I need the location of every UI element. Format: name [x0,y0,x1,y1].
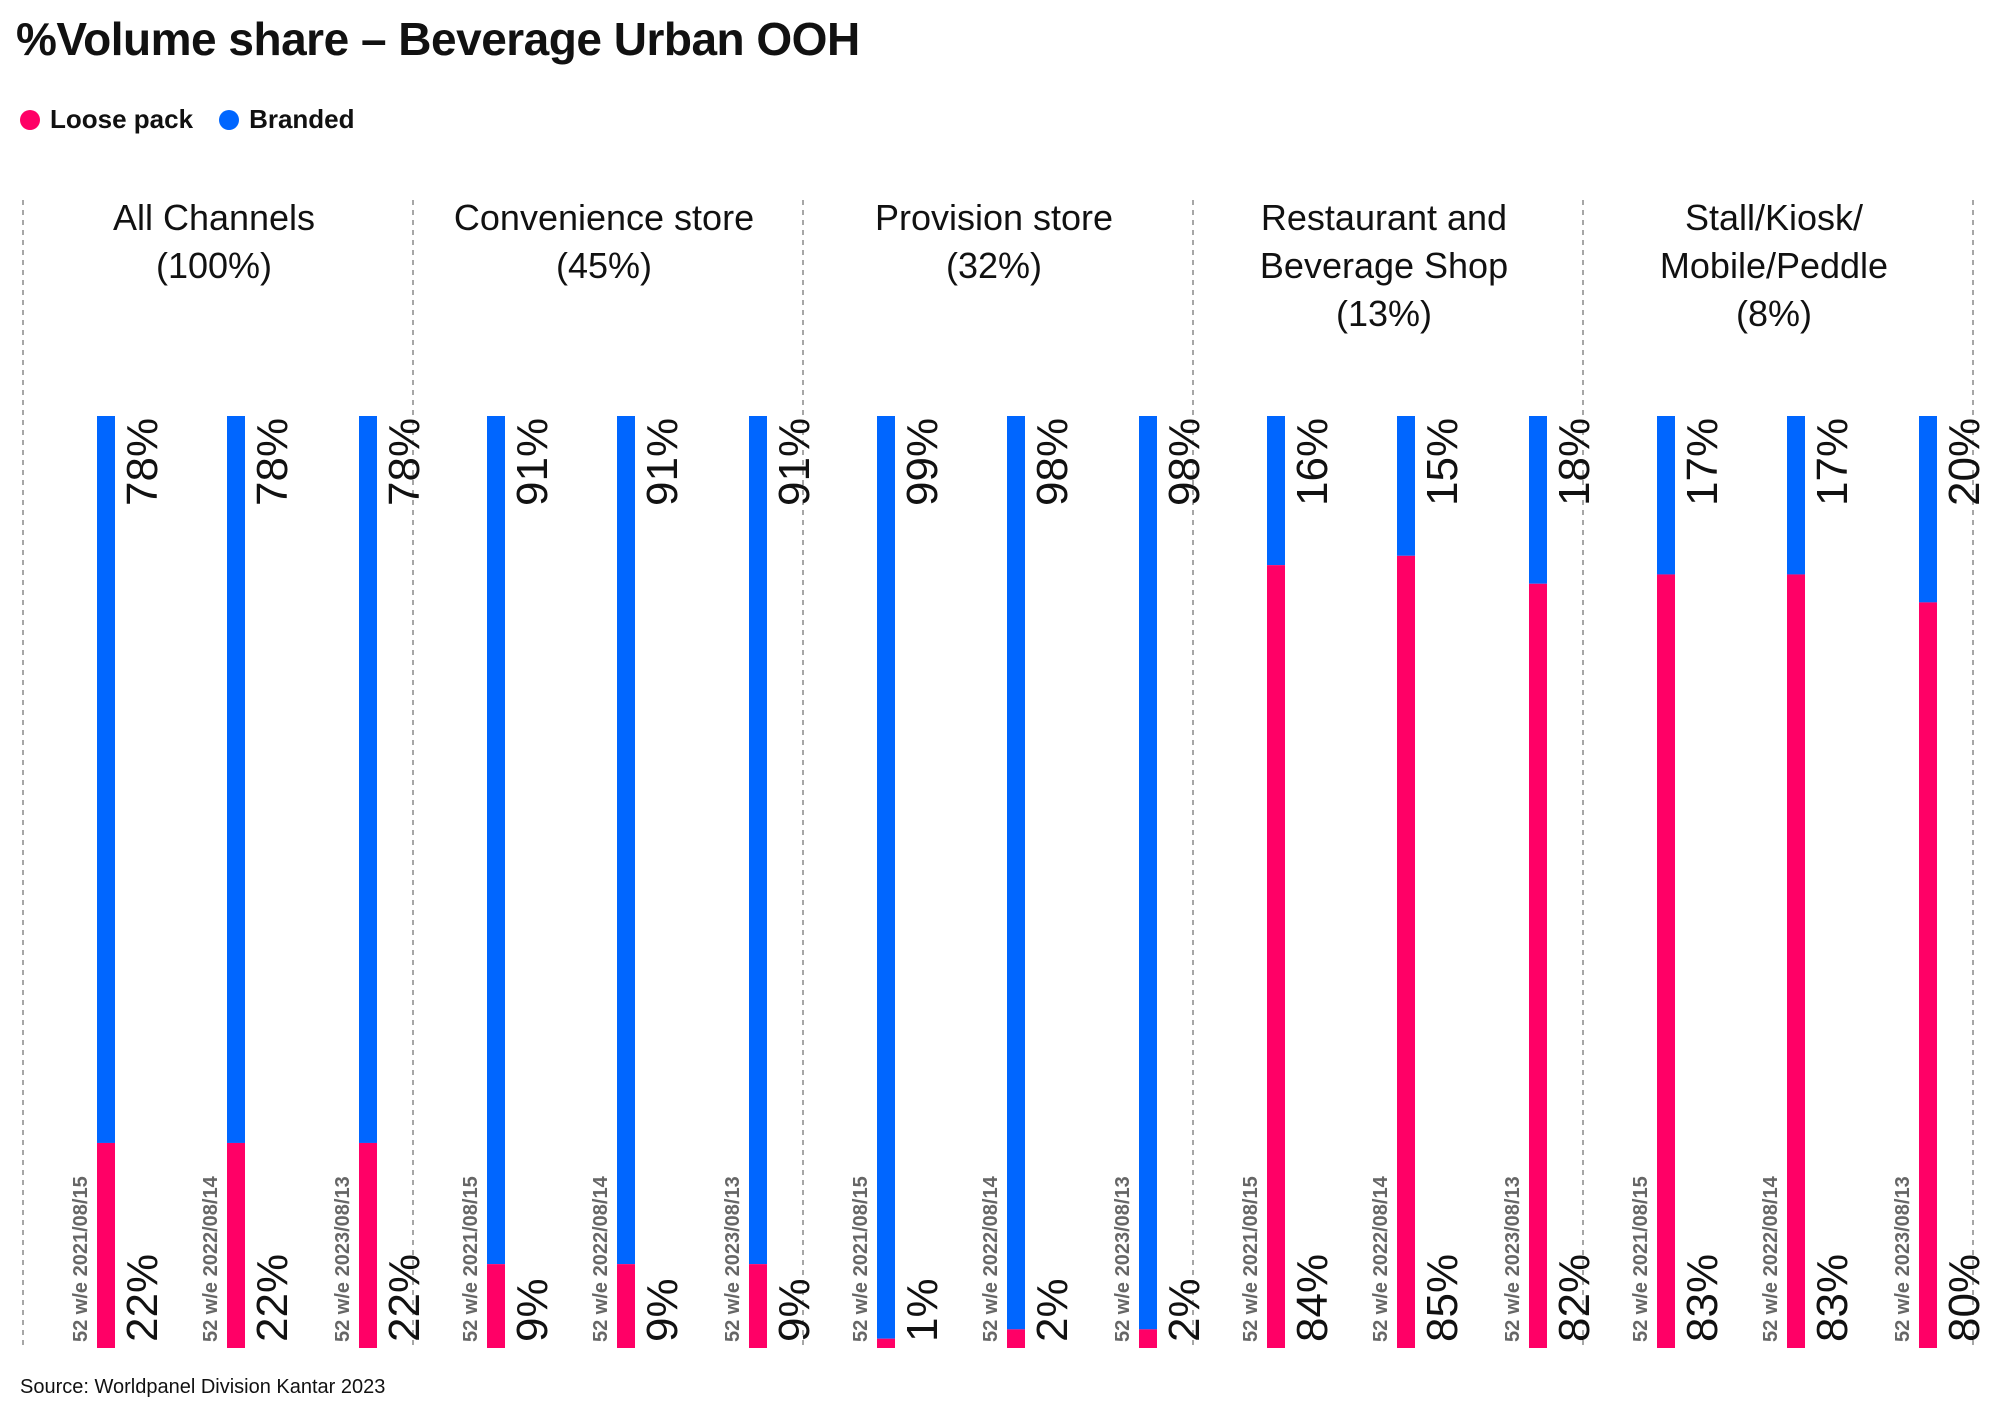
bar-segment-loose [1657,574,1675,1348]
data-label-loose: 84% [1288,1254,1337,1342]
data-label-branded: 98% [1028,418,1077,506]
data-label-branded: 78% [248,418,297,506]
data-label-loose: 2% [1028,1278,1077,1342]
bar-segment-loose [487,1264,505,1348]
bar-segment-branded [97,416,115,1143]
bar-segment-branded [1139,416,1157,1330]
data-label-branded: 98% [1160,418,1209,506]
chart-title: %Volume share – Beverage Urban OOH [16,13,860,65]
data-label-branded: 17% [1808,418,1857,506]
panel-title: (32%) [946,245,1042,286]
legend: Loose pack Branded [20,104,355,135]
legend-label-loose-pack: Loose pack [50,104,194,134]
bar-segment-loose [617,1264,635,1348]
bar-segment-branded [1397,416,1415,556]
bar-segment-loose [1529,583,1547,1348]
panel-title: Provision store [875,197,1113,238]
bar-segment-loose [749,1264,767,1348]
period-label: 52 w/e 2023/08/13 [722,1176,744,1342]
period-label: 52 w/e 2022/08/14 [1760,1175,1782,1342]
branded-swatch [219,109,240,130]
data-label-branded: 78% [380,418,429,506]
data-label-branded: 20% [1940,418,1989,506]
bar-segment-loose [1267,565,1285,1348]
panel-title: Beverage Shop [1260,245,1508,286]
legend-label-branded: Branded [249,104,355,134]
bar-segment-branded [1657,416,1675,575]
bar-segment-loose [1139,1329,1157,1348]
data-label-loose: 82% [1550,1254,1599,1342]
bar-segment-loose [1787,574,1805,1348]
panel-title: (8%) [1736,293,1812,334]
data-label-branded: 18% [1550,418,1599,506]
period-label: 52 w/e 2023/08/13 [1112,1176,1134,1342]
bar-segment-branded [1529,416,1547,584]
period-label: 52 w/e 2023/08/13 [1892,1176,1914,1342]
bar-segment-branded [1007,416,1025,1330]
data-label-branded: 91% [638,418,687,506]
period-label: 52 w/e 2022/08/14 [980,1175,1002,1342]
bar-segment-branded [487,416,505,1265]
period-label: 52 w/e 2021/08/15 [850,1176,872,1342]
data-label-loose: 83% [1808,1254,1857,1342]
data-label-loose: 1% [898,1278,947,1342]
period-label: 52 w/e 2022/08/14 [590,1175,612,1342]
period-label: 52 w/e 2021/08/15 [460,1176,482,1342]
bar-segment-loose [1007,1329,1025,1348]
panel-title: All Channels [113,197,315,238]
data-label-loose: 9% [770,1278,819,1342]
bar-segment-loose [97,1142,115,1348]
source-note: Source: Worldpanel Division Kantar 2023 [20,1376,386,1398]
data-label-loose: 85% [1418,1254,1467,1342]
bar-segment-branded [877,416,895,1339]
bar-segment-loose [359,1142,377,1348]
data-label-branded: 17% [1678,418,1727,506]
data-label-loose: 9% [508,1278,557,1342]
period-label: 52 w/e 2022/08/14 [200,1175,222,1342]
period-label: 52 w/e 2022/08/14 [1370,1175,1392,1342]
data-label-branded: 16% [1288,418,1337,506]
bar-segment-branded [227,416,245,1143]
data-label-branded: 91% [770,418,819,506]
data-label-loose: 22% [118,1254,167,1342]
data-label-branded: 91% [508,418,557,506]
bar-segment-branded [749,416,767,1265]
bar-segment-branded [1787,416,1805,575]
bar-segment-branded [359,416,377,1143]
loose-pack-swatch [20,109,40,130]
panel-title: Mobile/Peddle [1660,245,1888,286]
period-label: 52 w/e 2021/08/15 [1240,1176,1262,1342]
period-label: 52 w/e 2023/08/13 [1502,1176,1524,1342]
legend-item-branded: Branded [219,104,355,135]
data-label-loose: 83% [1678,1254,1727,1342]
period-label: 52 w/e 2021/08/15 [70,1176,92,1342]
bar-segment-branded [1267,416,1285,566]
panel-title: Stall/Kiosk/ [1685,197,1863,238]
legend-item-loose-pack: Loose pack [20,104,193,135]
data-label-branded: 78% [118,418,167,506]
data-label-loose: 80% [1940,1254,1989,1342]
bar-segment-loose [1919,602,1937,1348]
bar-segment-loose [877,1338,895,1348]
data-label-branded: 99% [898,418,947,506]
bar-segment-loose [227,1142,245,1348]
panel-title: Restaurant and [1261,197,1507,238]
data-label-branded: 15% [1418,418,1467,506]
data-label-loose: 22% [248,1254,297,1342]
bar-segment-branded [1919,416,1937,603]
period-label: 52 w/e 2023/08/13 [332,1176,354,1342]
bar-segment-branded [617,416,635,1265]
data-label-loose: 22% [380,1254,429,1342]
panel-title: (45%) [556,245,652,286]
data-label-loose: 2% [1160,1278,1209,1342]
data-label-loose: 9% [638,1278,687,1342]
panel-title: (13%) [1336,293,1432,334]
period-label: 52 w/e 2021/08/15 [1630,1176,1652,1342]
panel-title: Convenience store [454,197,754,238]
bar-segment-loose [1397,555,1415,1348]
panel-title: (100%) [156,245,272,286]
